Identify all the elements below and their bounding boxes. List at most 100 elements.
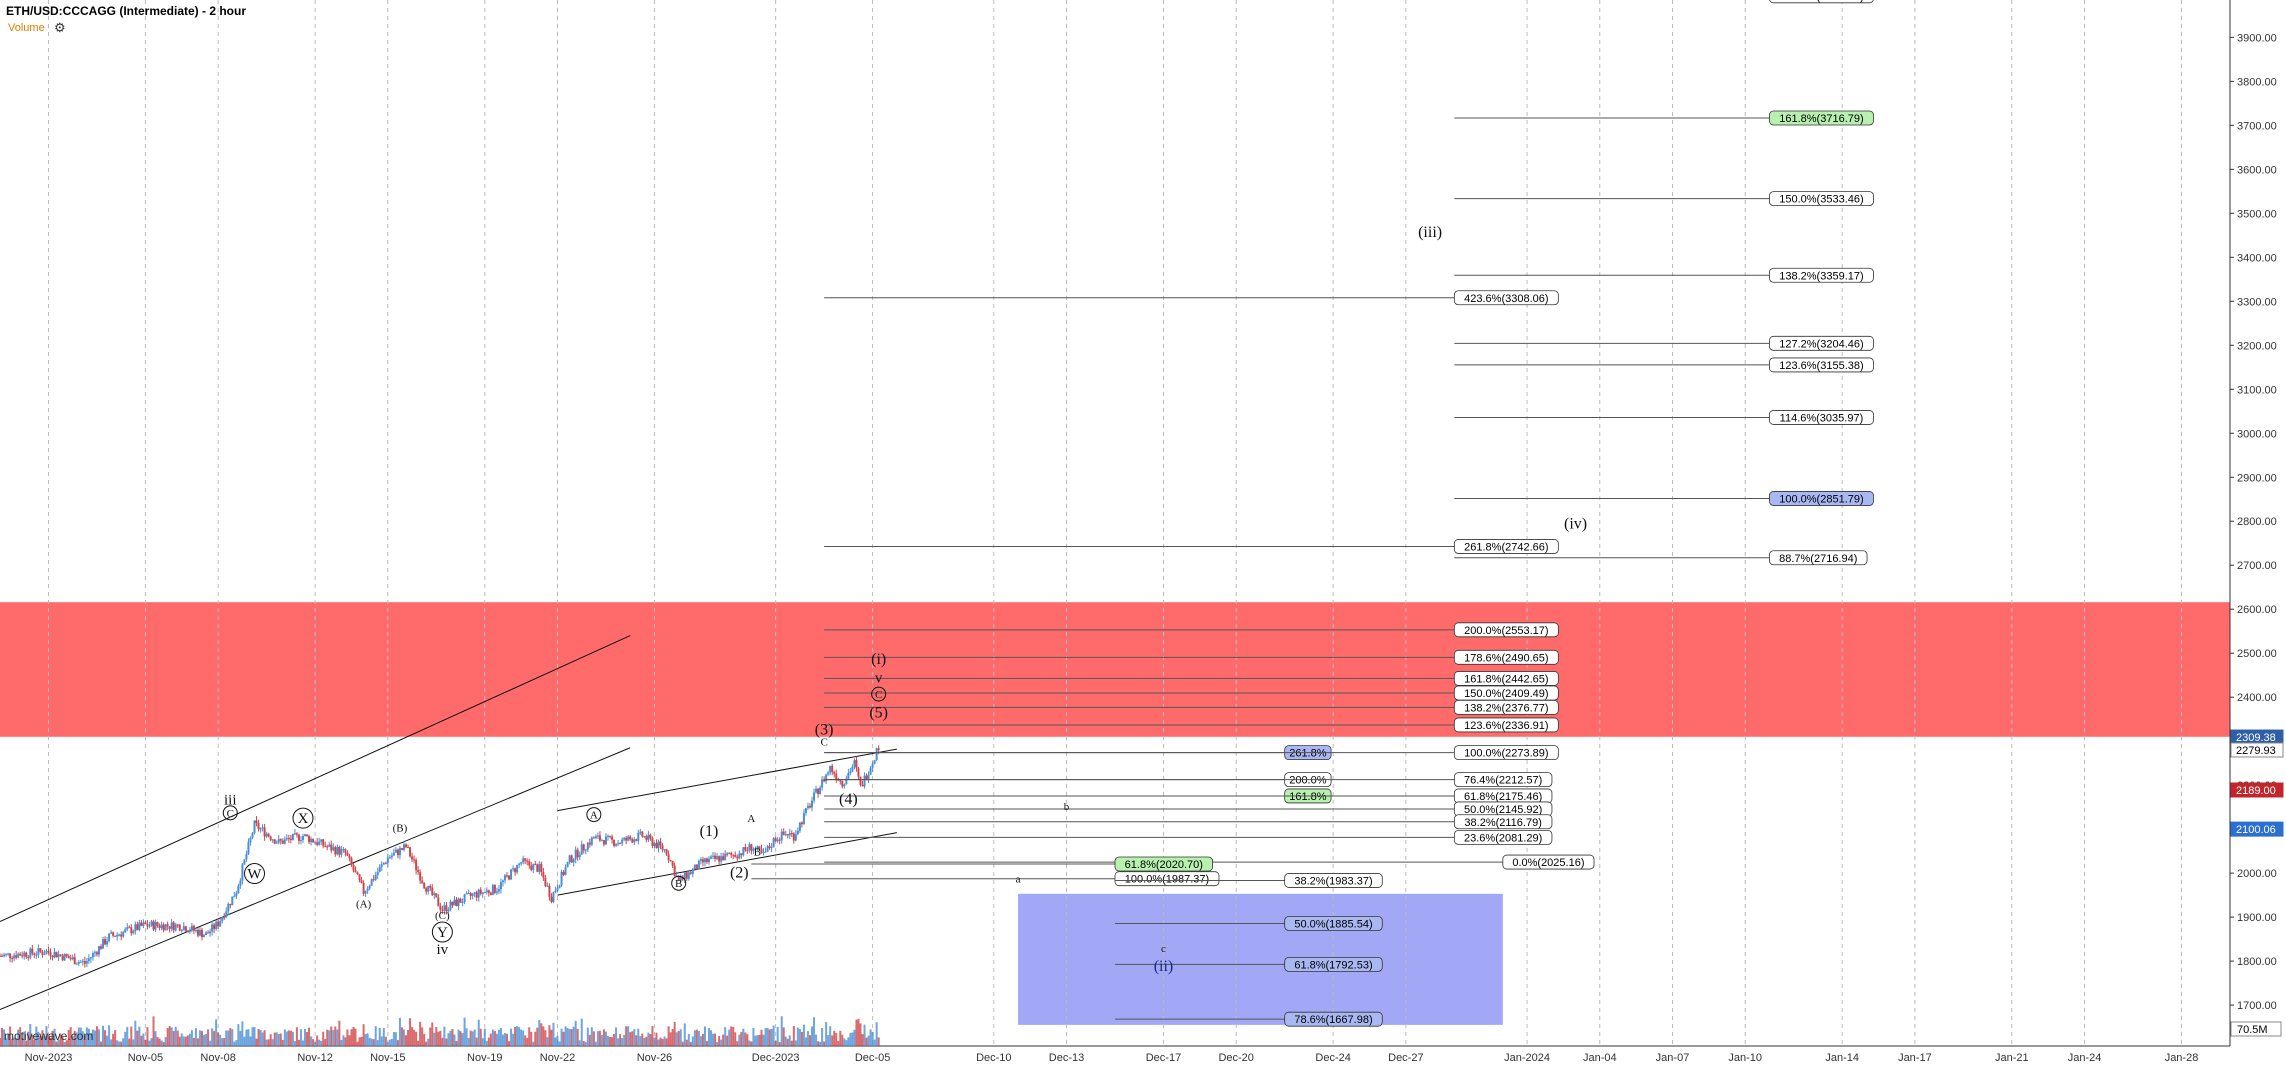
candle-body [526, 860, 529, 862]
fib-label: 23.6%(2081.29) [1453, 829, 1553, 845]
candle-body [744, 847, 747, 851]
candle-body [73, 957, 76, 965]
volume-bar [358, 1037, 361, 1046]
trendline [557, 832, 897, 896]
candle-body [253, 820, 256, 834]
y-tick-label: 3800.00 [2237, 76, 2277, 88]
wave-label: (A) [356, 898, 372, 910]
candle-body [811, 800, 814, 808]
candle-body [459, 898, 462, 903]
candle-body [194, 929, 197, 931]
candle-body [71, 957, 74, 960]
candle-body [857, 768, 860, 777]
volume-bar [495, 1033, 498, 1046]
volume-bar [780, 1016, 783, 1046]
wave-label: A [586, 807, 602, 823]
fib-label-text: 61.8%(2175.46) [1464, 791, 1542, 803]
volume-bar [588, 1034, 591, 1046]
candle-body [390, 855, 393, 858]
volume-bar [95, 1026, 98, 1046]
candle-body [402, 844, 405, 850]
volume-bar [57, 1039, 60, 1046]
volume-bar [33, 1039, 36, 1046]
price-tag-box [2230, 821, 2284, 837]
candle-body [568, 855, 571, 863]
fib-label: 38.2%(1983.37) [1284, 873, 1383, 888]
volume-bar [152, 1016, 155, 1046]
candle-body [699, 859, 702, 861]
volume-bar [516, 1026, 519, 1046]
volume-bar [279, 1033, 282, 1046]
volume-bar [425, 1041, 428, 1046]
candle-body [27, 956, 30, 958]
volume-bar [112, 1033, 115, 1046]
volume-bar [621, 1038, 624, 1046]
wave-text: Y [437, 925, 448, 941]
volume-bar [758, 1034, 761, 1046]
candle-body [9, 953, 12, 959]
candle-body [516, 864, 519, 873]
candle-body [804, 808, 807, 814]
candle-body [742, 847, 745, 856]
candle-body [312, 838, 315, 843]
volume-bar [97, 1029, 100, 1046]
candle-body [724, 853, 727, 861]
candle-body [655, 843, 658, 849]
volume-bar [582, 1041, 585, 1046]
candle-body [435, 893, 438, 898]
candle-body [37, 948, 40, 955]
candle-body [289, 838, 292, 841]
volume-bar [566, 1027, 569, 1046]
volume-bar [798, 1029, 801, 1046]
fib-label: 50.0%(2145.92) [1453, 801, 1553, 817]
wave-text: A [590, 810, 598, 822]
fib-label-box [1453, 814, 1553, 830]
volume-bar [265, 1039, 268, 1046]
candle-body [673, 865, 676, 876]
candle-body [229, 903, 232, 906]
candle-body [760, 848, 763, 853]
candle-body [306, 834, 309, 836]
wave-label: C [820, 737, 827, 749]
candle-body [594, 836, 597, 839]
gear-icon[interactable]: ⚙ [54, 20, 66, 35]
y-tick-label: 3000.00 [2237, 428, 2277, 440]
wave-label: X [292, 807, 314, 829]
volume-bar [445, 1038, 448, 1046]
price-tag: 2309.38 [2230, 729, 2284, 745]
volume-bar [65, 1040, 68, 1046]
candle-body [411, 856, 414, 860]
volume-bar [562, 1031, 565, 1046]
volume-bar [67, 1029, 70, 1046]
volume-bar [558, 1041, 561, 1046]
volume-label[interactable]: Volume [8, 22, 45, 34]
volume-bar [683, 1023, 686, 1046]
x-tick-label: Jan-2024 [1504, 1052, 1550, 1064]
candle-body [332, 847, 335, 851]
fib-label: 100.0%(2273.89) [1453, 745, 1559, 761]
candle-body [140, 922, 143, 926]
candle-body [407, 847, 410, 849]
volume-bar [261, 1032, 264, 1046]
candle-body [762, 851, 765, 853]
candle-body [471, 893, 474, 896]
candle-body [398, 848, 401, 856]
volume-bar [334, 1026, 337, 1046]
volume-bar [51, 1030, 54, 1046]
y-tick-label: 1900.00 [2237, 912, 2277, 924]
candle-body [200, 929, 203, 938]
volume-bar [336, 1029, 339, 1046]
wave-label: B [671, 875, 687, 891]
fib-label-box [1453, 539, 1559, 554]
candle-body [128, 927, 131, 929]
volume-bar [7, 1034, 10, 1046]
volume-bar [825, 1022, 828, 1046]
volume-bar [726, 1035, 729, 1046]
candle-body [356, 872, 359, 875]
candle-body [467, 893, 470, 895]
fib-label: 150.0%(3533.46) [1769, 191, 1874, 207]
volume-bar [823, 1041, 826, 1046]
volume-bar [433, 1032, 436, 1046]
candle-body [203, 934, 206, 938]
